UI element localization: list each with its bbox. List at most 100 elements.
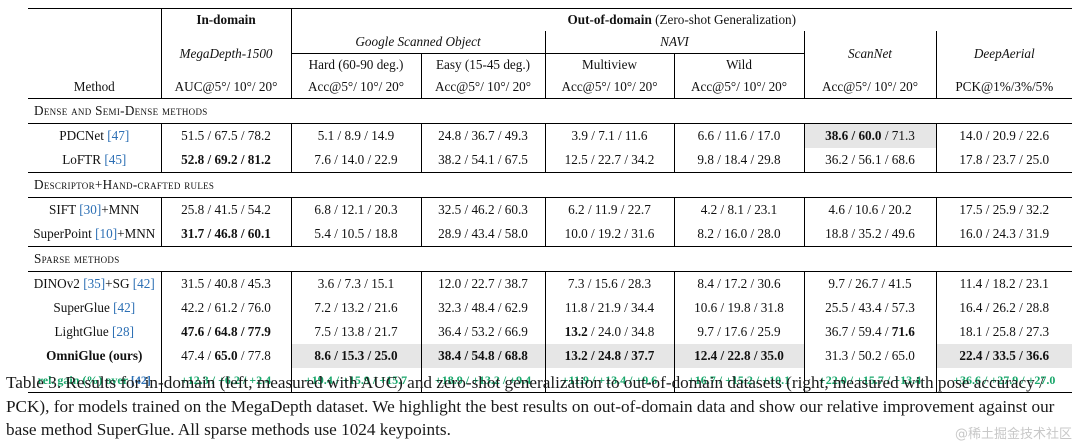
- table-row: DINOv2 [35]+SG [42] 31.5 / 40.8 / 45.3 3…: [28, 271, 1073, 296]
- cell-value: 32.3 / 48.4 / 62.9: [421, 296, 546, 320]
- section-sparse: Sparse methods: [28, 246, 1073, 272]
- citation-link[interactable]: [10]: [95, 226, 118, 241]
- section-dense-title: Dense and Semi-Dense methods: [28, 98, 1073, 124]
- cell-value: +12.3 / +6.2 / +2.4: [161, 368, 292, 393]
- out-domain-title: Out-of-domain: [567, 12, 652, 27]
- cell-value-highlight: 12.4 / 22.8 / 35.0: [674, 344, 805, 368]
- section-dense: Dense and Semi-Dense methods: [28, 98, 1073, 124]
- cell-value: 11.8 / 21.9 / 34.4: [545, 296, 675, 320]
- gso-header: Google Scanned Object: [291, 31, 546, 54]
- cell-value-highlight: 38.6 / 60.0 / 71.3: [804, 123, 937, 148]
- method-name: DINOv2 [35]+SG [42]: [28, 271, 162, 296]
- cell-value: 5.1 / 8.9 / 14.9: [291, 123, 422, 148]
- header-row-datasets: MegaDepth-1500 Google Scanned Object NAV…: [28, 31, 1072, 76]
- section-descriptor: Descriptor+Hand-crafted rules: [28, 172, 1073, 198]
- cell-value: 6.2 / 11.9 / 22.7: [545, 197, 675, 222]
- citation-link[interactable]: [30]: [79, 202, 102, 217]
- citation-link[interactable]: [42]: [132, 276, 155, 291]
- out-domain-note: (Zero-shot Generalization): [655, 12, 797, 27]
- method-name: OmniGlue (ours): [28, 344, 162, 368]
- watermark: @稀土掘金技术社区: [954, 427, 1072, 442]
- in-domain-header: In-domain: [161, 8, 292, 31]
- cell-value: 4.2 / 8.1 / 23.1: [674, 197, 805, 222]
- method-name: SuperGlue [42]: [28, 296, 162, 320]
- cell-value: +16.7 / +15.2 / +10.1: [674, 368, 805, 393]
- header-row-metrics: Method AUC@5°/ 10°/ 20° Acc@5°/ 10°/ 20°…: [28, 76, 1072, 99]
- table-caption: Table 3. Results for in-domain (left, me…: [6, 373, 1055, 439]
- cell-value: 10.0 / 19.2 / 31.6: [545, 222, 675, 247]
- citation-link[interactable]: [42]: [130, 373, 151, 387]
- cell-value: 7.2 / 13.2 / 21.6: [291, 296, 422, 320]
- method-name: rel. gain (%) over [42]: [28, 368, 162, 393]
- cell-value: 7.3 / 15.6 / 28.3: [545, 271, 675, 296]
- cell-value: +19.4 / +15.9 / +15.7: [291, 368, 422, 393]
- cell-value: +36.6 / +27.9 / +27.0: [936, 368, 1073, 393]
- method-name: SIFT [30]+MNN: [28, 197, 162, 222]
- metric-acc-scannet: Acc@5°/ 10°/ 20°: [804, 76, 937, 99]
- citation-link[interactable]: [47]: [107, 128, 130, 143]
- cell-value: 25.5 / 43.4 / 57.3: [804, 296, 937, 320]
- metric-pck: PCK@1%/3%/5%: [955, 79, 1054, 94]
- cell-value: 13.2 / 24.0 / 34.8: [545, 320, 675, 344]
- cell-value: 17.5 / 25.9 / 32.2: [936, 197, 1073, 222]
- megadepth-header: MegaDepth-1500: [161, 31, 292, 76]
- citation-link[interactable]: [42]: [113, 300, 136, 315]
- cell-value: 47.6 / 64.8 / 77.9: [161, 320, 292, 344]
- cell-value: 6.6 / 11.6 / 17.0: [674, 123, 805, 148]
- method-header: Method: [28, 76, 162, 99]
- citation-link[interactable]: [45]: [104, 152, 127, 167]
- cell-value: 47.4 / 65.0 / 77.8: [161, 344, 292, 368]
- multiview-subset-header: Multiview: [545, 53, 675, 76]
- table-row: PDCNet [47] 51.5 / 67.5 / 78.2 5.1 / 8.9…: [28, 123, 1073, 148]
- cell-value: 8.2 / 16.0 / 28.0: [674, 222, 805, 247]
- cell-value: 17.8 / 23.7 / 25.0: [959, 152, 1050, 167]
- table-row: SuperGlue [42] 42.2 / 61.2 / 76.0 7.2 / …: [28, 296, 1072, 320]
- cell-value: 14.0 / 20.9 / 22.6: [936, 123, 1073, 148]
- cell-value: 31.7 / 46.8 / 60.1: [161, 222, 292, 247]
- metric-acc-multiview: Acc@5°/ 10°/ 20°: [545, 76, 675, 99]
- deepaerial-header: DeepAerial: [973, 45, 1035, 61]
- navi-header: NAVI: [545, 31, 805, 54]
- table-row: SIFT [30]+MNN 25.8 / 41.5 / 54.2 6.8 / 1…: [28, 197, 1073, 222]
- cell-value: 18.8 / 35.2 / 49.6: [804, 222, 937, 247]
- out-domain-header: Out-of-domain (Zero-shot Generalization): [291, 8, 1073, 31]
- method-name: LightGlue [28]: [28, 320, 162, 344]
- cell-value: 31.5 / 40.8 / 45.3: [161, 271, 292, 296]
- metric-acc-hard: Acc@5°/ 10°/ 20°: [291, 76, 422, 99]
- citation-link[interactable]: [35]: [83, 276, 106, 291]
- cell-value: 25.8 / 41.5 / 54.2: [161, 197, 292, 222]
- cell-value: 7.6 / 14.0 / 22.9: [291, 148, 422, 173]
- cell-value: 9.7 / 17.6 / 25.9: [674, 320, 805, 344]
- results-table: In-domain Out-of-domain (Zero-shot Gener…: [28, 8, 1073, 393]
- cell-value: 3.9 / 7.1 / 11.6: [545, 123, 675, 148]
- cell-value: 42.2 / 61.2 / 76.0: [161, 296, 292, 320]
- method-name: SuperPoint [10]+MNN: [28, 222, 162, 247]
- cell-value: 6.8 / 12.1 / 20.3: [291, 197, 422, 222]
- method-name: PDCNet [47]: [28, 123, 162, 148]
- metric-auc: AUC@5°/ 10°/ 20°: [161, 76, 292, 99]
- cell-value: 11.4 / 18.2 / 23.1: [936, 271, 1073, 296]
- cell-value: 9.7 / 26.7 / 41.5: [804, 271, 937, 296]
- citation-link[interactable]: [28]: [112, 324, 134, 339]
- table-row: SuperPoint [10]+MNN 31.7 / 46.8 / 60.1 5…: [28, 222, 1072, 247]
- cell-value: 52.8 / 69.2 / 81.2: [161, 148, 292, 173]
- cell-value: 36.7 / 59.4 / 71.6: [804, 320, 937, 344]
- cell-value: +11.9 / +13.4 / +9.6: [545, 368, 675, 393]
- hard-subset-header: Hard (60-90 deg.): [291, 53, 422, 76]
- cell-value: 31.3 / 50.2 / 65.0: [804, 344, 937, 368]
- cell-value: 9.8 / 18.4 / 29.8: [674, 148, 805, 173]
- header-row-domains: In-domain Out-of-domain (Zero-shot Gener…: [28, 8, 1073, 31]
- cell-value: 3.6 / 7.3 / 15.1: [291, 271, 422, 296]
- cell-value: 5.4 / 10.5 / 18.8: [291, 222, 422, 247]
- cell-value: 18.1 / 25.8 / 27.3: [959, 324, 1050, 339]
- cell-value-highlight: 22.4 / 33.5 / 36.6: [936, 344, 1073, 368]
- cell-value: 38.2 / 54.1 / 67.5: [421, 148, 546, 173]
- cell-value: 24.8 / 36.7 / 49.3: [421, 123, 546, 148]
- table-row-omniglue: OmniGlue (ours) 47.4 / 65.0 / 77.8 8.6 /…: [28, 344, 1073, 368]
- method-name: LoFTR [45]: [28, 148, 162, 173]
- cell-value: 51.5 / 67.5 / 78.2: [161, 123, 292, 148]
- cell-value-highlight: 38.4 / 54.8 / 68.8: [421, 344, 546, 368]
- table-row: LoFTR [45] 52.8 / 69.2 / 81.2 7.6 / 14.0…: [28, 148, 1072, 173]
- cell-value-highlight: 13.2 / 24.8 / 37.7: [545, 344, 675, 368]
